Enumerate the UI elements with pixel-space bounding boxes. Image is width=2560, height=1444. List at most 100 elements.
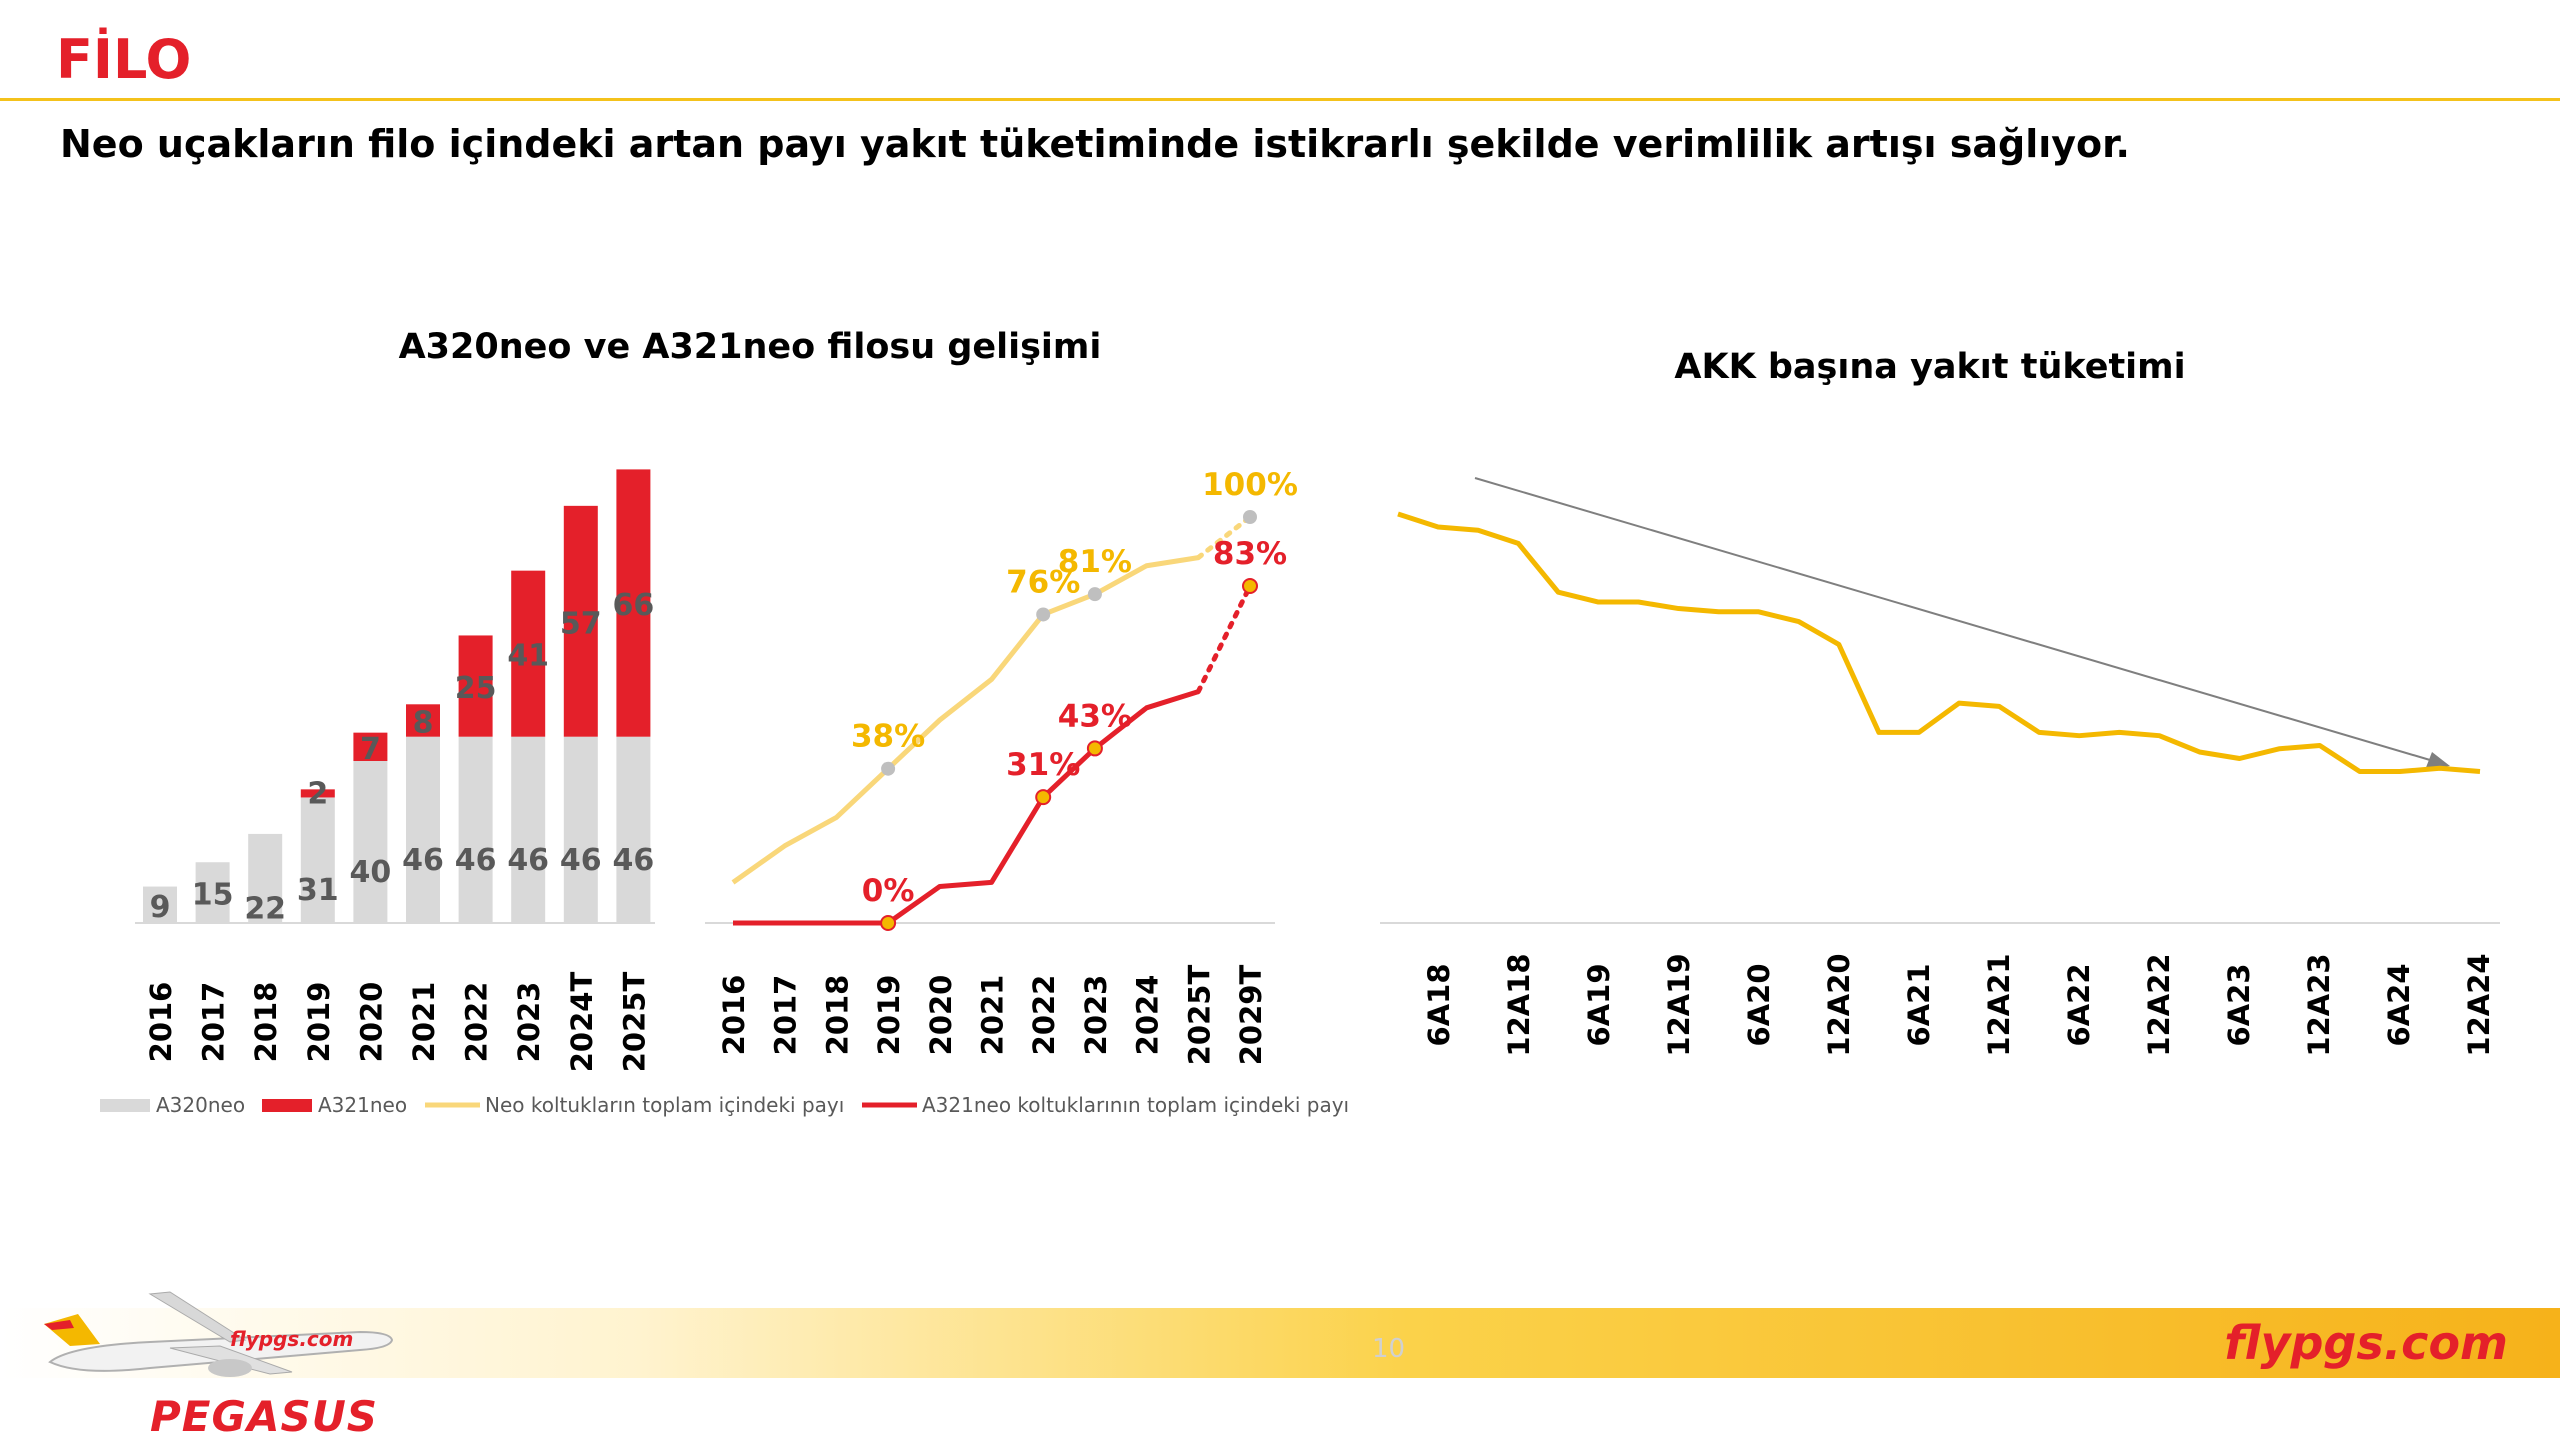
bar-tick-label: 2021 (407, 982, 441, 1063)
fuel-tick-label: 12A24 (2462, 953, 2496, 1056)
chart1-title: A320neo ve A321neo filosu gelişimi (399, 327, 1102, 367)
fuel-tick-label: 6A21 (1902, 964, 1936, 1047)
legend-label: A321neo (318, 1093, 407, 1117)
footer-band (0, 1308, 2560, 1378)
bar-label-a320neo: 46 (613, 843, 655, 878)
fuel-consumption-line (1397, 511, 2481, 775)
bar-a320neo (300, 797, 335, 923)
brand-link[interactable]: flypgs.com (2224, 1316, 2508, 1370)
bar-label-a321neo: 7 (360, 732, 381, 767)
bar-a320neo (616, 736, 651, 923)
bar-tick-label: 2025T (617, 972, 651, 1073)
data-label: 43% (1058, 698, 1132, 734)
bar-a320neo (195, 862, 230, 923)
data-point-marker (1036, 607, 1051, 622)
pegasus-aircraft-logo: flypgs.com (44, 1291, 394, 1377)
bar-label-a321neo: 57 (560, 606, 602, 641)
pegasus-wordmark: PEGASUS (150, 1392, 379, 1441)
data-label: 81% (1058, 544, 1132, 580)
data-point-marker (1035, 789, 1052, 806)
fuel-tick-label: 12A22 (2142, 953, 2176, 1056)
legend-label: A321neo koltuklarının toplam içindeki pa… (922, 1093, 1349, 1117)
bar-a320neo (143, 886, 177, 923)
bar-a320neo (406, 736, 440, 923)
bar-label-a321neo: 41 (507, 639, 549, 674)
data-label: 38% (851, 719, 925, 755)
projection-dotted-line (1195, 514, 1253, 561)
chart3-title: AKK başına yakıt tüketimi (1674, 347, 2185, 387)
page-subtitle: Neo uçakların filo içindeki artan payı y… (60, 122, 2130, 166)
legend-swatch (262, 1099, 312, 1112)
data-point-marker (1243, 510, 1257, 524)
bar-tick-label: 2018 (249, 982, 283, 1063)
bar-label-a321neo: 25 (455, 671, 497, 706)
data-label: 83% (1213, 536, 1287, 572)
bar-tick-label: 2022 (460, 982, 494, 1063)
bar-a321neo (300, 789, 335, 798)
bar-a321neo (563, 505, 598, 737)
data-point-marker (1087, 587, 1102, 602)
fuel-tick-label: 6A23 (2222, 964, 2256, 1047)
header-divider (0, 98, 2560, 101)
bar-tick-label: 2024T (565, 972, 599, 1073)
projection-dotted-line (1195, 583, 1253, 695)
bar-label-a321neo: 8 (413, 706, 434, 741)
line-tick-label: 2023 (1079, 975, 1113, 1056)
fuel-tick-label: 12A18 (1502, 953, 1536, 1056)
bar-label-a320neo: 46 (455, 843, 497, 878)
neo-share-line (731, 555, 1199, 885)
bar-label-a320neo: 46 (402, 843, 444, 878)
a321neo-share-line (733, 689, 1200, 926)
bar-label-a321neo: 2 (307, 776, 328, 811)
bar-chart: 9 2016 15 2017 22 2018 31 2 2019 40 7 2020 46 8 2021 46… (135, 469, 655, 1072)
data-label: 100% (1202, 467, 1298, 503)
fuel-tick-label: 12A23 (2302, 953, 2336, 1056)
line-tick-label: 2024 (1131, 975, 1165, 1056)
legend: A320neo A321neo Neo koltukların toplam içi… (100, 1093, 1349, 1117)
fuel-tick-label: 6A20 (1742, 964, 1776, 1047)
bar-a321neo (511, 570, 546, 737)
bar-label-a320neo: 15 (192, 878, 234, 913)
bar-tick-label: 2019 (302, 982, 336, 1063)
fuel-tick-label: 12A21 (1982, 953, 2016, 1056)
bar-tick-label: 2016 (144, 982, 178, 1063)
bar-label-a320neo: 46 (507, 843, 549, 878)
share-line-chart: 38% 76%81% 100% 0% 31% 43% 83% 2016 2017 2018 2019… (705, 467, 1298, 1065)
bar-a321neo (353, 732, 388, 761)
data-point-marker (1242, 578, 1258, 595)
data-label: 31% (1006, 747, 1080, 783)
fuel-tick-label: 6A18 (1422, 964, 1456, 1047)
bar-label-a320neo: 40 (350, 855, 392, 890)
bar-label-a321neo: 66 (613, 588, 655, 623)
page-number: 10 (1372, 1334, 1406, 1364)
bar-a321neo (406, 704, 440, 737)
data-label: 76% (1006, 564, 1080, 600)
fuel-tick-label: 12A19 (1662, 953, 1696, 1056)
legend-label: A320neo (156, 1093, 245, 1117)
bar-a320neo (248, 833, 283, 923)
line-tick-label: 2017 (769, 975, 803, 1056)
fuel-line-chart: 6A18 12A18 6A19 12A19 6A20 12A20 6A21 12A21 6A22… (1380, 477, 2500, 1057)
bar-label-a320neo: 46 (560, 843, 602, 878)
data-label: 0% (862, 873, 915, 909)
data-point-marker (1086, 740, 1103, 757)
bar-label-a320neo: 31 (297, 873, 339, 908)
line-tick-label: 2021 (976, 975, 1010, 1056)
bar-a320neo (458, 736, 493, 923)
fuel-tick-label: 6A22 (2062, 964, 2096, 1047)
trend-arrow-line (1474, 477, 2431, 761)
fuselage-text: flypgs.com (230, 1327, 353, 1351)
page-title: FİLO (56, 28, 192, 91)
fuel-tick-label: 6A19 (1582, 964, 1616, 1047)
bar-a320neo (353, 761, 388, 923)
line-tick-label: 2022 (1027, 975, 1061, 1056)
fuel-tick-label: 12A20 (1822, 953, 1856, 1056)
bar-a321neo (458, 635, 493, 737)
bar-a321neo (616, 469, 651, 737)
bar-a320neo (563, 736, 598, 923)
data-point-marker (880, 915, 897, 931)
trend-arrow-head (2425, 752, 2450, 770)
line-tick-label: 2020 (924, 975, 958, 1056)
line-tick-label: 2016 (717, 975, 751, 1056)
line-tick-label: 2018 (820, 975, 854, 1056)
